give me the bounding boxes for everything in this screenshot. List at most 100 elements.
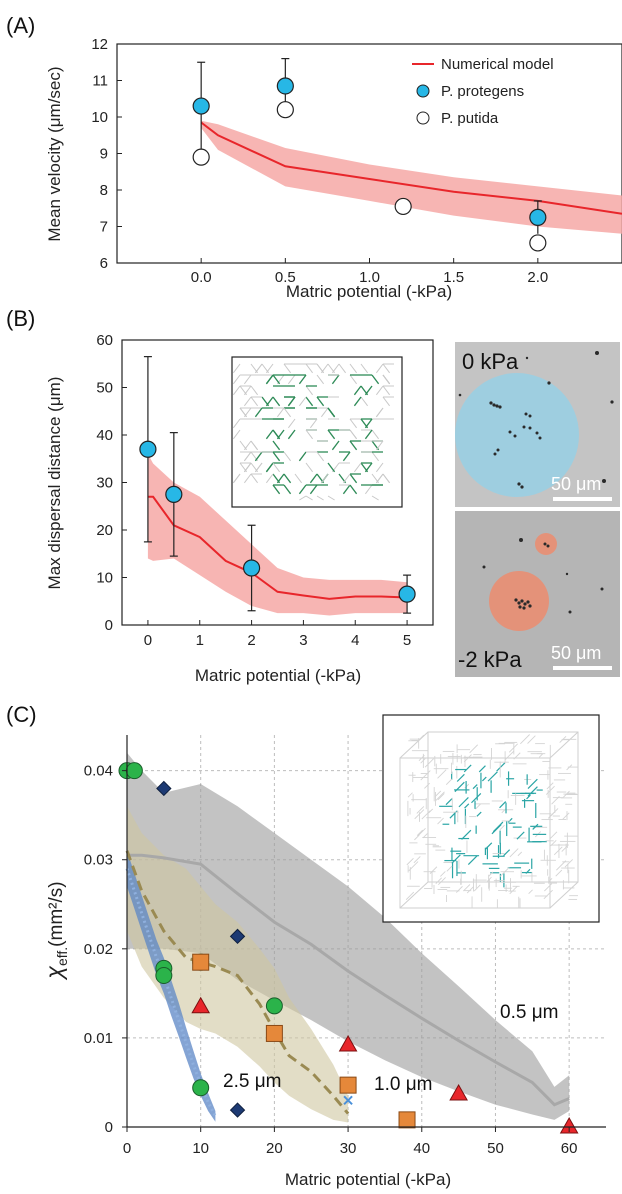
y-tick-label: 40 (96, 427, 113, 444)
putida-point (192, 148, 210, 166)
model-mean-line (125, 868, 217, 1117)
network-channel (547, 877, 553, 883)
panel-a-x-axis-label: Matric potential (-kPa) (286, 282, 452, 301)
putida-point (276, 101, 294, 119)
network-channel (543, 889, 553, 900)
network-channel (437, 769, 447, 779)
network-channel (467, 855, 478, 865)
y-tick-label: 0 (105, 617, 113, 634)
network-channel (232, 473, 241, 484)
network-channel (276, 473, 285, 484)
network-channel (349, 374, 358, 385)
network-channel (353, 396, 362, 407)
network-channel (454, 781, 465, 793)
panel-a-legend: Numerical model P. protegens P. putida (412, 56, 554, 127)
network-channel (434, 790, 442, 797)
network-channel (375, 473, 384, 484)
network-channel (283, 407, 292, 418)
network-channel (382, 374, 391, 385)
x-tick-label: 10 (192, 1140, 209, 1157)
network-channel (487, 771, 498, 782)
network-channel (421, 810, 431, 820)
network-channel (516, 831, 525, 840)
network-channel (254, 407, 263, 418)
network-channel (316, 396, 325, 407)
panel-a-plot-frame (116, 43, 622, 264)
cube-edge (399, 731, 429, 759)
network-channel (475, 803, 481, 810)
panel-b-label: (B) (6, 306, 35, 331)
network-channel (406, 857, 414, 866)
network-channel (272, 440, 281, 451)
data-point (398, 585, 416, 603)
diamond-marker (156, 780, 172, 797)
protegens-point (192, 97, 210, 115)
network-channel (342, 451, 351, 462)
network-channel (527, 786, 538, 797)
network-channel (294, 473, 303, 484)
network-channel (250, 385, 259, 396)
network-channel (438, 877, 446, 885)
x-tick-label: 2.0 (527, 269, 548, 286)
network-channel (513, 752, 521, 760)
x-tick-label: 5 (403, 632, 411, 649)
network-channel (463, 884, 471, 892)
network-channel (338, 363, 347, 374)
scale-label-2kpa: 50 μm (551, 643, 601, 663)
y-tick-label: 0.04 (84, 763, 113, 780)
network-channel (254, 451, 263, 462)
legend-protegens-label: P. protegens (441, 83, 524, 100)
diamond-marker (229, 928, 246, 945)
network-channel (563, 790, 570, 798)
network-channel (272, 462, 281, 473)
network-channel (287, 429, 296, 440)
network-channel (532, 823, 539, 830)
micrograph-2kpa-label: -2 kPa (458, 647, 522, 672)
uncertainty-band (127, 850, 216, 1122)
network-channel (382, 385, 391, 396)
data-point (139, 440, 157, 458)
legend-putida-label: P. putida (441, 110, 499, 127)
network-channel (564, 859, 573, 868)
panel-b-y-axis-label: Max dispersal distance (μm) (45, 377, 64, 590)
y-tick-label: 12 (91, 36, 108, 53)
x-tick-label: 4 (351, 632, 359, 649)
network-channel (463, 764, 472, 773)
network-channel (243, 451, 252, 462)
network-channel (272, 451, 281, 462)
network-channel (503, 849, 511, 857)
network-channel (360, 396, 369, 407)
x-tick-label: 1 (196, 632, 204, 649)
legend-protegens-swatch (416, 84, 430, 98)
network-channel (232, 418, 241, 429)
network-channel (417, 828, 426, 837)
model-uncertainty-band (201, 120, 622, 234)
y-tick-label: 11 (92, 73, 108, 90)
square-marker (398, 1111, 416, 1129)
network-channel (305, 385, 314, 396)
network-channel (342, 473, 351, 484)
network-channel (445, 778, 453, 786)
network-channel (469, 744, 479, 754)
x-tick-label: 0 (123, 1140, 131, 1157)
network-channel (476, 811, 482, 817)
network-channel (331, 363, 340, 374)
data-point (242, 559, 261, 577)
network-channel (507, 817, 513, 823)
y-tick-label: 50 (96, 380, 113, 397)
network-channel (473, 884, 481, 892)
network-channel (243, 473, 252, 484)
network-channel (364, 484, 373, 495)
network-channel (331, 374, 340, 385)
cube-edge (549, 881, 579, 909)
annotation-0-5um: 0.5 μm (500, 1002, 558, 1023)
x-tick-label: 2 (247, 632, 255, 649)
network-channel (316, 451, 325, 462)
network-channel (254, 462, 263, 473)
network-channel (283, 363, 292, 374)
network-channel (327, 429, 336, 440)
legend-model-label: Numerical model (441, 56, 554, 73)
network-channel (435, 791, 445, 801)
panel-a-chart: 0.0 0.5 1.0 1.5 2.0 6 7 8 9 10 11 12 Matric potenti… (45, 36, 622, 301)
network-channel (375, 407, 384, 418)
